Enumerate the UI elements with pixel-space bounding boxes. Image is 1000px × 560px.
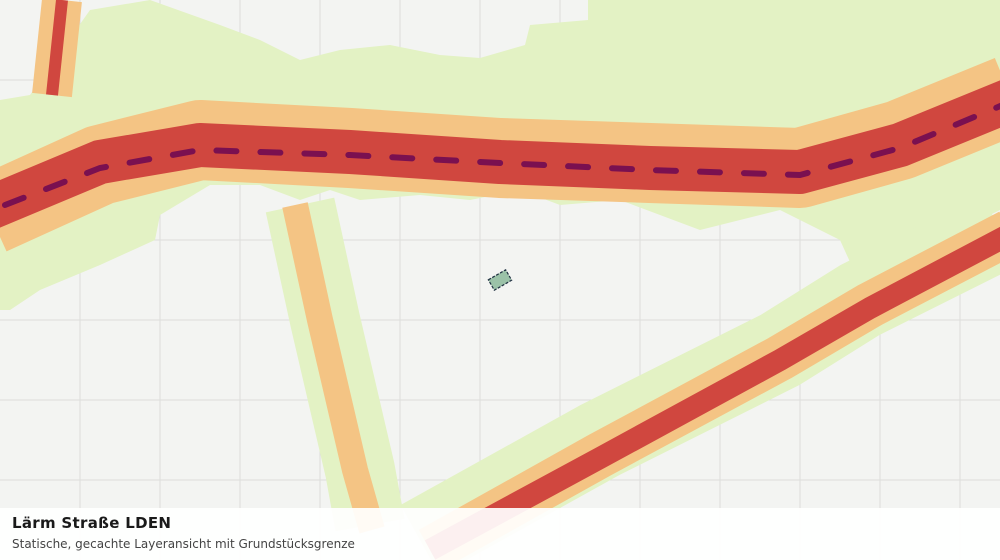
noise-zone-high	[424, 226, 1000, 560]
noise-zone-mid	[282, 202, 385, 534]
parcel	[487, 268, 513, 292]
legend-panel: Lärm Straße LDEN Statische, gecachte Lay…	[0, 508, 1000, 560]
layer-subtitle: Statische, gecachte Layeransicht mit Gru…	[12, 537, 355, 551]
noise-zone-high	[46, 0, 68, 96]
noise-zone-very-high	[2, 102, 1000, 208]
layer-title: Lärm Straße LDEN	[12, 514, 172, 532]
